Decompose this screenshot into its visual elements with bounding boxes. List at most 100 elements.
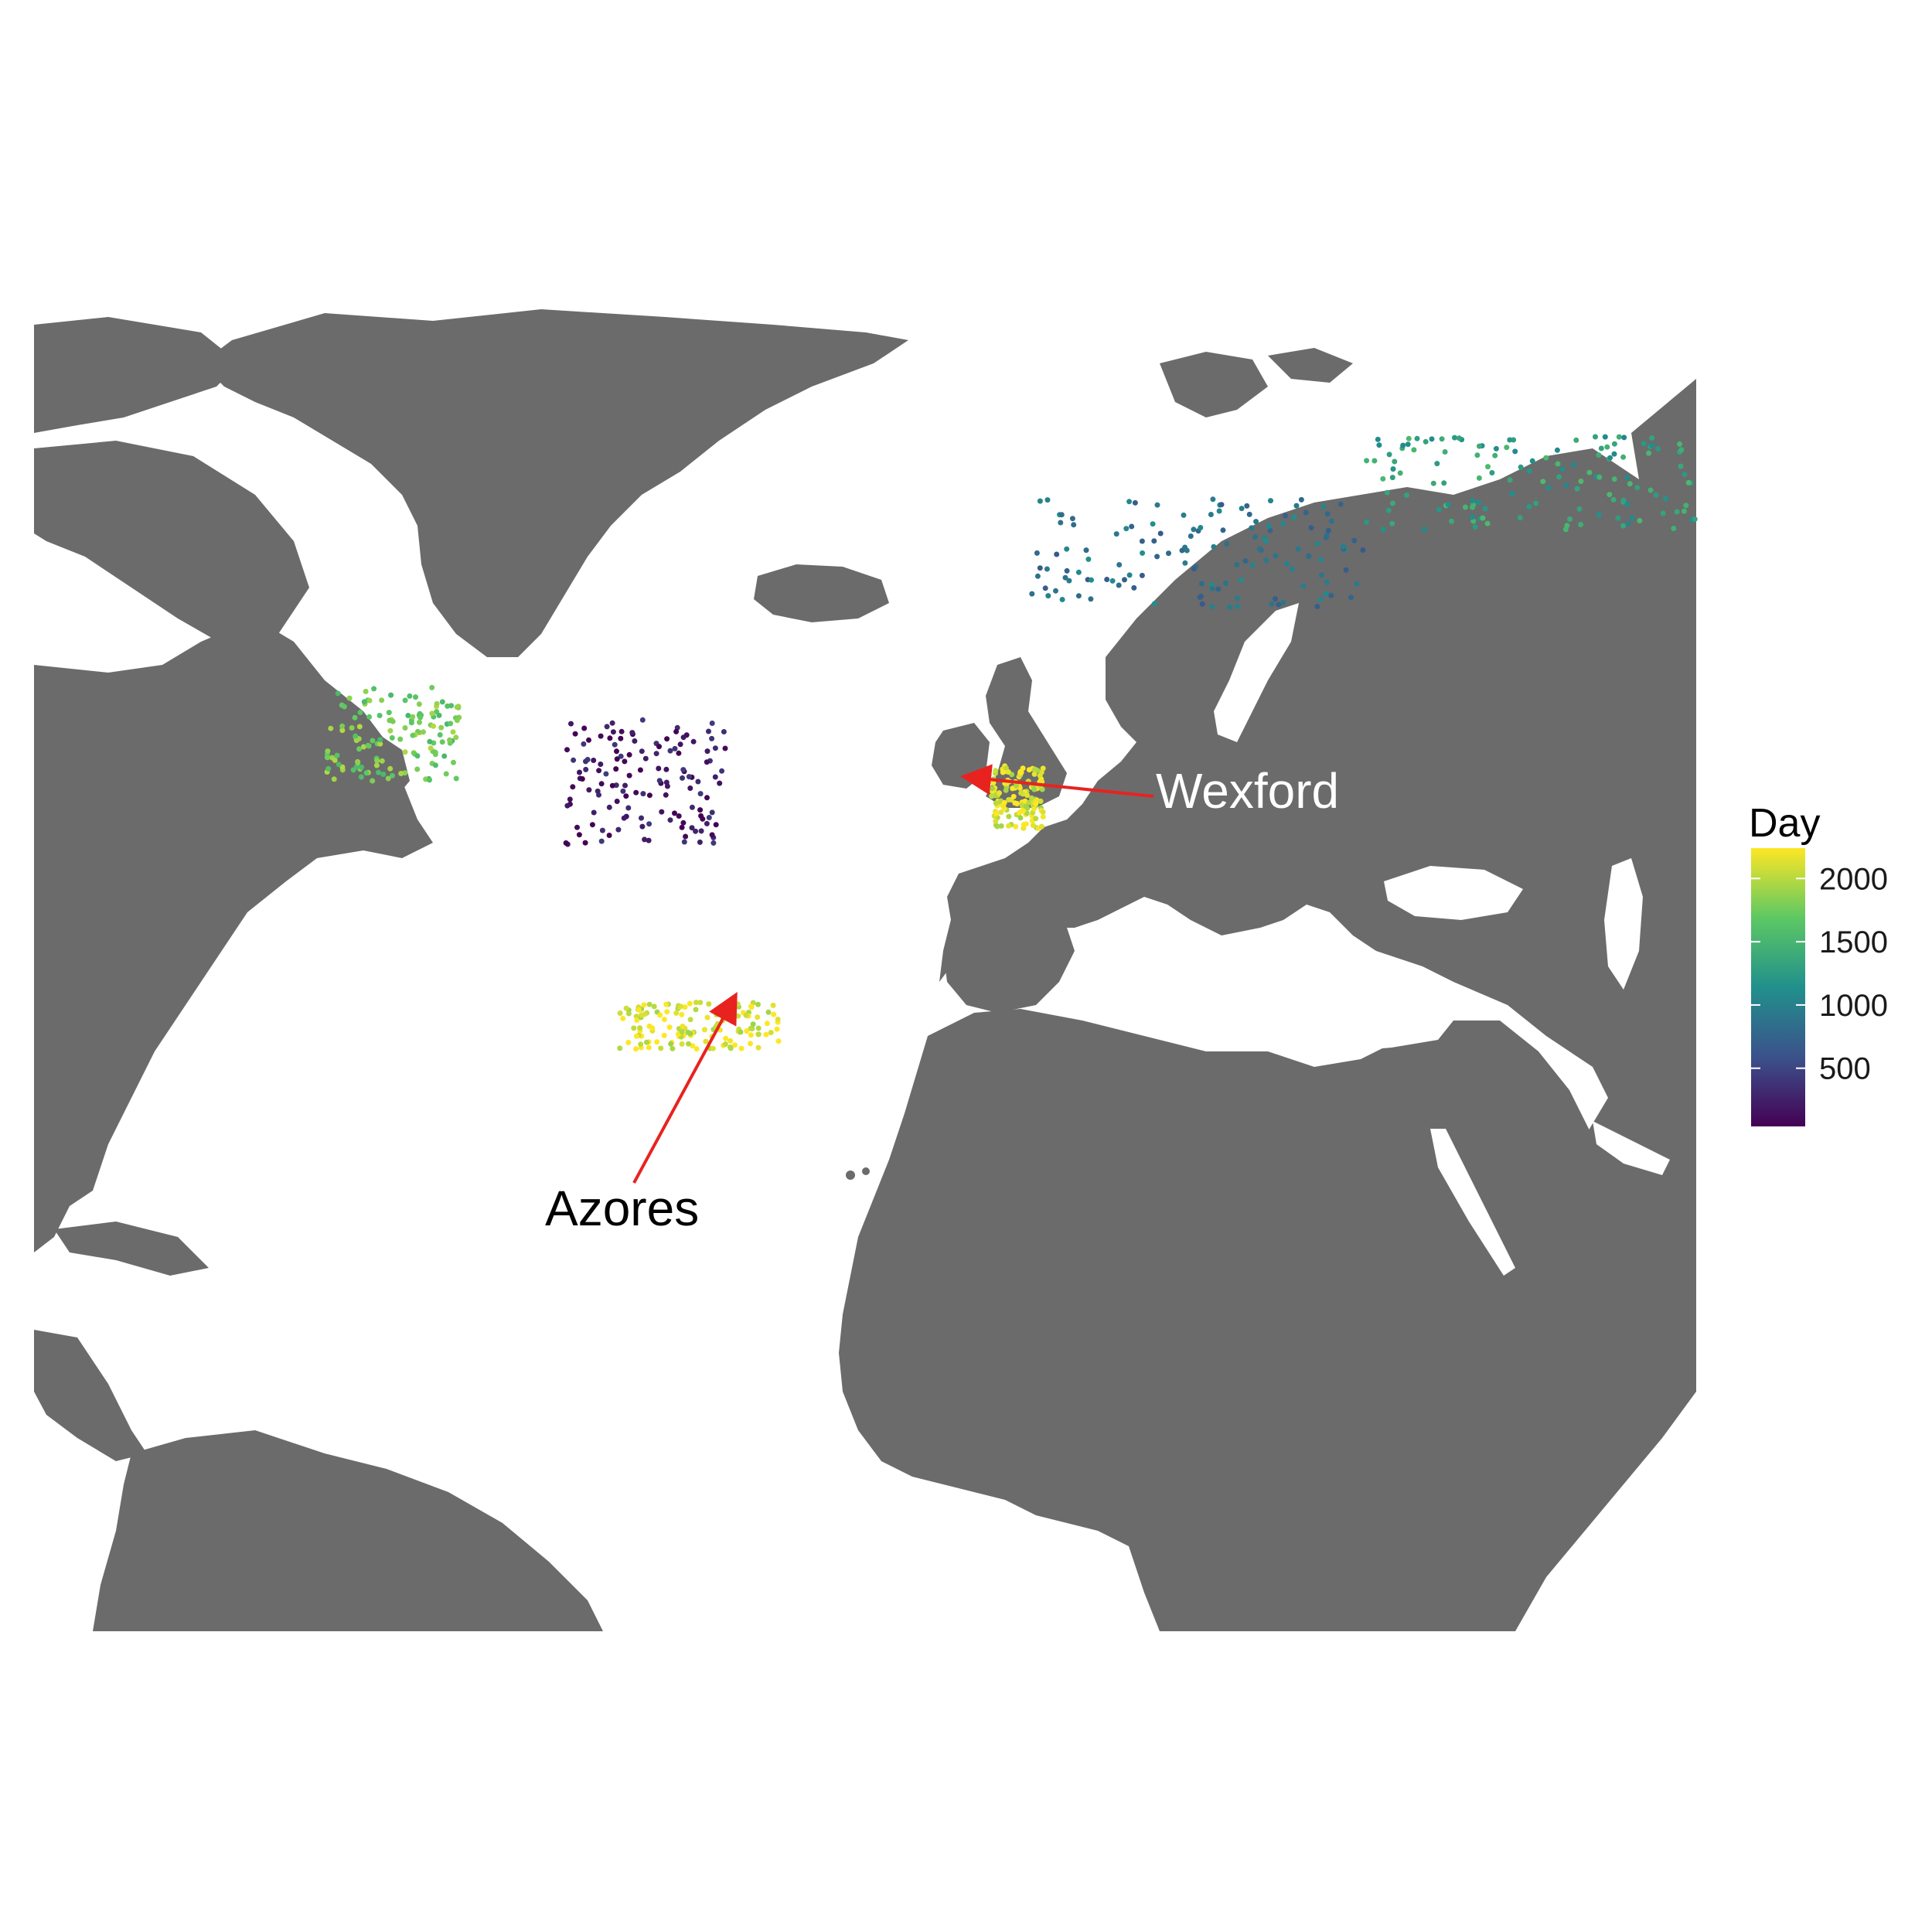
point-5-38 xyxy=(1429,436,1435,442)
point-3-9 xyxy=(748,1032,754,1038)
point-4-70 xyxy=(1273,553,1279,559)
point-2-22 xyxy=(1031,823,1036,829)
point-4-60 xyxy=(1034,550,1040,556)
point-0-61 xyxy=(432,751,438,758)
point-5-86 xyxy=(1649,435,1655,441)
point-2-137 xyxy=(990,785,995,792)
point-4-137 xyxy=(1182,560,1188,566)
point-5-84 xyxy=(1504,445,1510,451)
point-3-102 xyxy=(710,1045,716,1051)
point-1-132 xyxy=(586,787,592,793)
svalbard-landmass xyxy=(1160,352,1268,417)
point-1-67 xyxy=(664,783,670,789)
point-1-42 xyxy=(598,733,604,739)
point-1-136 xyxy=(596,768,602,774)
south-america-landmass xyxy=(93,1430,603,1631)
point-3-97 xyxy=(755,1031,762,1038)
iceland-landmass xyxy=(754,564,889,622)
point-3-139 xyxy=(679,1011,685,1017)
point-0-8 xyxy=(360,744,366,750)
point-5-102 xyxy=(1517,515,1523,521)
point-4-63 xyxy=(1280,520,1286,526)
point-4-22 xyxy=(1044,497,1051,503)
point-2-130 xyxy=(1033,801,1039,807)
point-3-65 xyxy=(687,1017,693,1023)
point-1-88 xyxy=(598,838,605,844)
point-5-123 xyxy=(1607,455,1613,461)
point-1-51 xyxy=(604,724,610,730)
point-4-39 xyxy=(1268,498,1273,504)
point-4-83 xyxy=(1181,512,1187,518)
point-1-118 xyxy=(646,837,652,843)
point-0-120 xyxy=(402,725,408,731)
point-0-76 xyxy=(413,694,418,700)
point-4-30 xyxy=(1131,584,1137,591)
color-legend: Day 2000 1500 1000 500 xyxy=(1749,801,1888,1126)
point-3-113 xyxy=(775,1017,781,1022)
point-4-11 xyxy=(1343,567,1349,573)
point-4-46 xyxy=(1246,511,1252,517)
point-4-123 xyxy=(1037,498,1043,504)
point-4-116 xyxy=(1150,521,1156,527)
point-2-90 xyxy=(1014,801,1020,806)
point-3-131 xyxy=(634,1033,639,1039)
point-4-66 xyxy=(1209,604,1215,610)
point-5-114 xyxy=(1678,447,1685,453)
point-5-51 xyxy=(1611,451,1617,457)
point-4-13 xyxy=(1075,593,1082,599)
franz-josef-landmass xyxy=(1268,348,1353,383)
point-4-91 xyxy=(1187,533,1194,539)
point-3-107 xyxy=(727,1016,733,1022)
point-4-132 xyxy=(1116,562,1123,567)
point-4-38 xyxy=(1154,502,1160,508)
point-0-6 xyxy=(439,699,445,705)
point-3-124 xyxy=(625,1010,632,1017)
point-1-56 xyxy=(591,758,597,763)
point-1-18 xyxy=(659,809,665,815)
point-5-31 xyxy=(1470,518,1477,524)
point-5-73 xyxy=(1624,501,1630,507)
point-3-59 xyxy=(697,1000,704,1006)
point-4-97 xyxy=(1257,546,1263,552)
point-4-90 xyxy=(1139,538,1145,544)
point-0-136 xyxy=(363,770,370,776)
point-1-116 xyxy=(653,751,659,757)
point-4-17 xyxy=(1341,543,1347,550)
point-1-123 xyxy=(680,734,687,741)
point-4-35 xyxy=(1126,572,1133,578)
point-5-35 xyxy=(1671,526,1677,531)
legend-ticks: 2000 1500 1000 500 xyxy=(1751,862,1888,1086)
point-4-127 xyxy=(1263,557,1269,564)
point-4-20 xyxy=(1113,531,1119,537)
point-1-15 xyxy=(639,748,645,755)
point-3-56 xyxy=(631,1025,637,1031)
point-4-65 xyxy=(1318,572,1324,578)
point-3-83 xyxy=(723,1035,729,1041)
point-5-36 xyxy=(1611,476,1617,482)
point-5-5 xyxy=(1430,480,1436,486)
point-5-116 xyxy=(1620,497,1627,503)
point-5-64 xyxy=(1615,515,1621,521)
point-4-73 xyxy=(1242,558,1249,564)
point-1-83 xyxy=(576,832,582,838)
point-1-80 xyxy=(704,748,710,755)
point-5-92 xyxy=(1434,461,1440,467)
point-2-112 xyxy=(998,809,1004,816)
point-5-107 xyxy=(1627,481,1633,487)
point-5-110 xyxy=(1562,526,1569,533)
point-3-24 xyxy=(679,1041,685,1047)
point-4-58 xyxy=(1324,511,1331,517)
point-0-45 xyxy=(352,714,358,721)
point-0-134 xyxy=(332,757,338,763)
point-5-6 xyxy=(1573,437,1579,443)
point-2-1 xyxy=(1006,813,1012,819)
point-3-36 xyxy=(693,1046,700,1052)
point-3-51 xyxy=(620,1015,626,1021)
point-0-62 xyxy=(421,729,426,735)
cuba-landmass xyxy=(54,1222,209,1276)
point-0-63 xyxy=(414,753,421,759)
point-1-48 xyxy=(676,813,682,819)
point-2-114 xyxy=(996,790,1002,796)
point-1-29 xyxy=(719,768,725,774)
point-4-59 xyxy=(1320,504,1327,509)
